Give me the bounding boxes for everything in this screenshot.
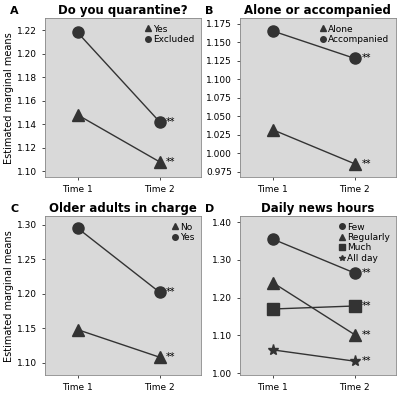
Text: **: ** xyxy=(361,53,371,63)
Text: **: ** xyxy=(361,268,371,278)
Text: B: B xyxy=(206,6,214,15)
Text: **: ** xyxy=(166,117,176,127)
Text: **: ** xyxy=(361,330,371,340)
Text: **: ** xyxy=(166,287,176,297)
Text: **: ** xyxy=(166,352,176,362)
Title: Do you quarantine?: Do you quarantine? xyxy=(58,4,188,17)
Y-axis label: Estimated marginal means: Estimated marginal means xyxy=(4,230,14,362)
Y-axis label: Estimated marginal means: Estimated marginal means xyxy=(4,32,14,164)
Text: **: ** xyxy=(166,157,176,167)
Title: Daily news hours: Daily news hours xyxy=(261,202,374,215)
Title: Older adults in charge: Older adults in charge xyxy=(49,202,197,215)
Legend: No, Yes: No, Yes xyxy=(171,221,196,244)
Text: **: ** xyxy=(361,356,371,366)
Text: A: A xyxy=(10,6,19,15)
Text: C: C xyxy=(10,204,18,213)
Text: D: D xyxy=(206,204,215,213)
Text: **: ** xyxy=(361,301,371,311)
Legend: Alone, Accompanied: Alone, Accompanied xyxy=(319,23,391,46)
Text: **: ** xyxy=(361,159,371,169)
Legend: Few, Regularly, Much, All day: Few, Regularly, Much, All day xyxy=(338,221,391,265)
Legend: Yes, Excluded: Yes, Excluded xyxy=(144,23,196,46)
Title: Alone or accompanied: Alone or accompanied xyxy=(244,4,391,17)
